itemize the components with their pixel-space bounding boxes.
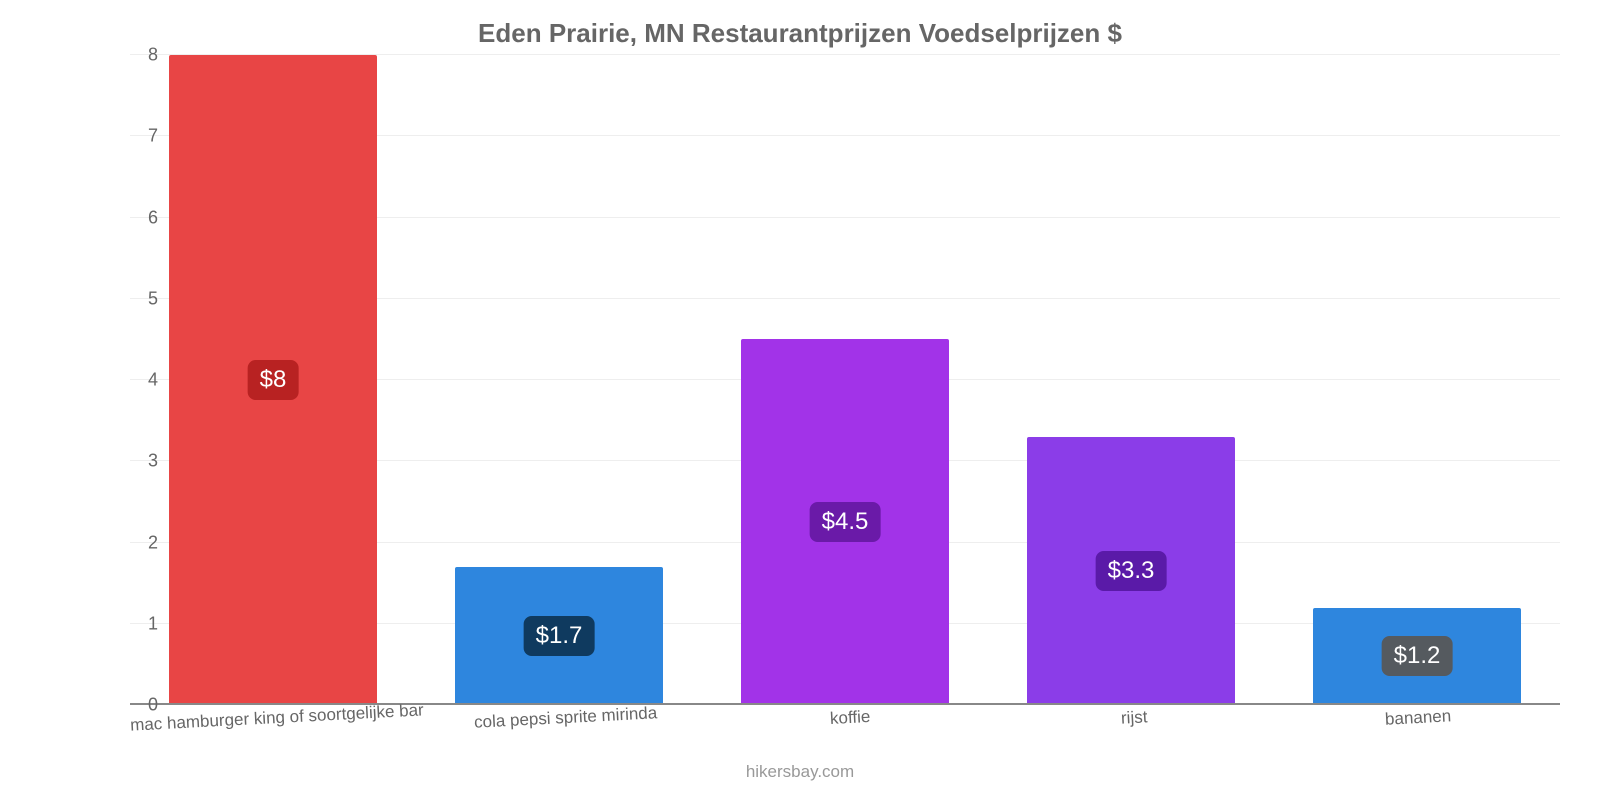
bar-slot: $4.5 (702, 55, 988, 705)
bar-slot: $3.3 (988, 55, 1274, 705)
y-tick-label: 0 (148, 695, 158, 716)
x-label-slot: mac hamburger king of soortgelijke bar (130, 708, 424, 728)
y-tick-label: 8 (148, 45, 158, 66)
chart-title: Eden Prairie, MN Restaurantprijzen Voeds… (0, 0, 1600, 49)
attribution-text: hikersbay.com (0, 762, 1600, 782)
x-label-slot: bananen (1276, 708, 1560, 728)
x-axis-label: koffie (829, 707, 870, 729)
y-tick-label: 7 (148, 126, 158, 147)
x-label-slot: cola pepsi sprite mirinda (424, 708, 708, 728)
y-tick-label: 3 (148, 451, 158, 472)
bar-slot: $1.2 (1274, 55, 1560, 705)
y-tick-label: 5 (148, 288, 158, 309)
x-axis-label: rijst (1120, 707, 1147, 728)
bar-value-badge: $1.7 (524, 616, 595, 656)
bar-chart: Eden Prairie, MN Restaurantprijzen Voeds… (0, 0, 1600, 800)
x-axis-label: bananen (1384, 706, 1451, 729)
bar-slot: $8 (130, 55, 416, 705)
bar: $4.5 (741, 339, 950, 705)
y-tick-label: 1 (148, 613, 158, 634)
x-axis-label: cola pepsi sprite mirinda (474, 703, 658, 733)
bar: $1.2 (1313, 608, 1522, 706)
bar: $3.3 (1027, 437, 1236, 705)
bars-row: $8 $1.7 $4.5 $3.3 $1.2 (130, 55, 1560, 705)
x-axis-labels: mac hamburger king of soortgelijke barco… (130, 708, 1560, 728)
bar-value-badge: $3.3 (1096, 551, 1167, 591)
x-label-slot: rijst (992, 708, 1276, 728)
bar-slot: $1.7 (416, 55, 702, 705)
bar-value-badge: $4.5 (810, 502, 881, 542)
bar: $8 (169, 55, 378, 705)
y-tick-label: 6 (148, 207, 158, 228)
y-tick-label: 4 (148, 370, 158, 391)
x-axis-label: mac hamburger king of soortgelijke bar (130, 700, 425, 735)
bar-value-badge: $1.2 (1382, 636, 1453, 676)
plot-area: $8 $1.7 $4.5 $3.3 $1.2 (130, 55, 1560, 705)
bar: $1.7 (455, 567, 664, 705)
x-label-slot: koffie (708, 708, 992, 728)
y-tick-label: 2 (148, 532, 158, 553)
bar-value-badge: $8 (248, 360, 299, 400)
